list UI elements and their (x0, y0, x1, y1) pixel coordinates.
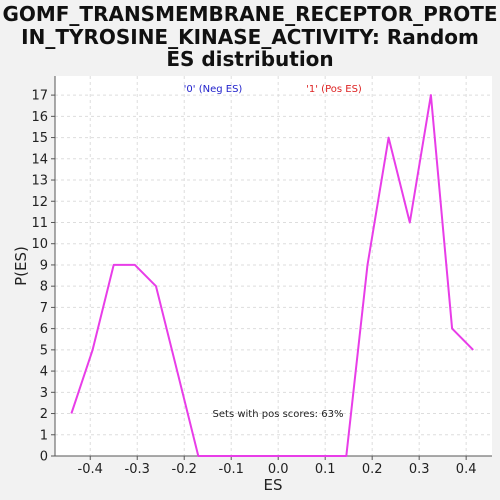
legend-neg-es: '0' (Neg ES) (184, 84, 243, 95)
y-tick-label: 4 (40, 365, 48, 380)
chart-title-line-2: IN_TYROSINE_KINASE_ACTIVITY: Random (21, 24, 479, 49)
x-tick-label: 0.2 (362, 462, 383, 477)
y-tick-label: 6 (40, 322, 48, 337)
x-tick-label: 0.1 (315, 462, 336, 477)
plot-area (55, 76, 492, 456)
x-tick-label: -0.4 (78, 462, 103, 477)
y-tick-label: 13 (31, 174, 48, 189)
x-axis-label: ES (264, 476, 283, 494)
y-tick-label: 2 (40, 407, 48, 422)
y-tick-label: 14 (31, 152, 48, 167)
x-tick-label: 0.4 (456, 462, 477, 477)
y-axis-label: P(ES) (12, 246, 30, 286)
legend-pos-es: '1' (Pos ES) (306, 84, 362, 95)
y-tick-label: 1 (40, 428, 48, 443)
y-tick-label: 11 (31, 216, 48, 231)
y-tick-label: 16 (31, 110, 48, 125)
x-tick-label: 0.0 (268, 462, 289, 477)
y-tick-label: 8 (40, 280, 48, 295)
y-tick-label: 7 (40, 301, 48, 316)
chart-title-line-1: GOMF_TRANSMEMBRANE_RECEPTOR_PROTE (2, 2, 498, 26)
chart-title-line-3: ES distribution (166, 47, 334, 71)
y-tick-label: 12 (31, 195, 48, 210)
chart-title: GOMF_TRANSMEMBRANE_RECEPTOR_PROTE IN_TYR… (0, 0, 500, 71)
y-tick-label: 5 (40, 343, 48, 358)
series-line (70, 94, 474, 457)
x-ticks: -0.4 -0.3 -0.2 -0.1 0.0 0.1 0.2 0.3 0.4 (78, 456, 477, 477)
y-tick-label: 3 (40, 386, 48, 401)
pos-score-annotation: Sets with pos scores: 63% (213, 409, 344, 420)
y-tick-label: 15 (31, 131, 48, 146)
x-tick-label: -0.2 (172, 462, 197, 477)
x-tick-label: -0.3 (125, 462, 150, 477)
y-tick-label: 10 (31, 237, 48, 252)
x-tick-label: 0.3 (409, 462, 430, 477)
y-tick-label: 9 (40, 258, 48, 273)
y-tick-label: 0 (40, 450, 48, 465)
x-tick-label: -0.1 (219, 462, 244, 477)
y-tick-label: 17 (31, 89, 48, 104)
